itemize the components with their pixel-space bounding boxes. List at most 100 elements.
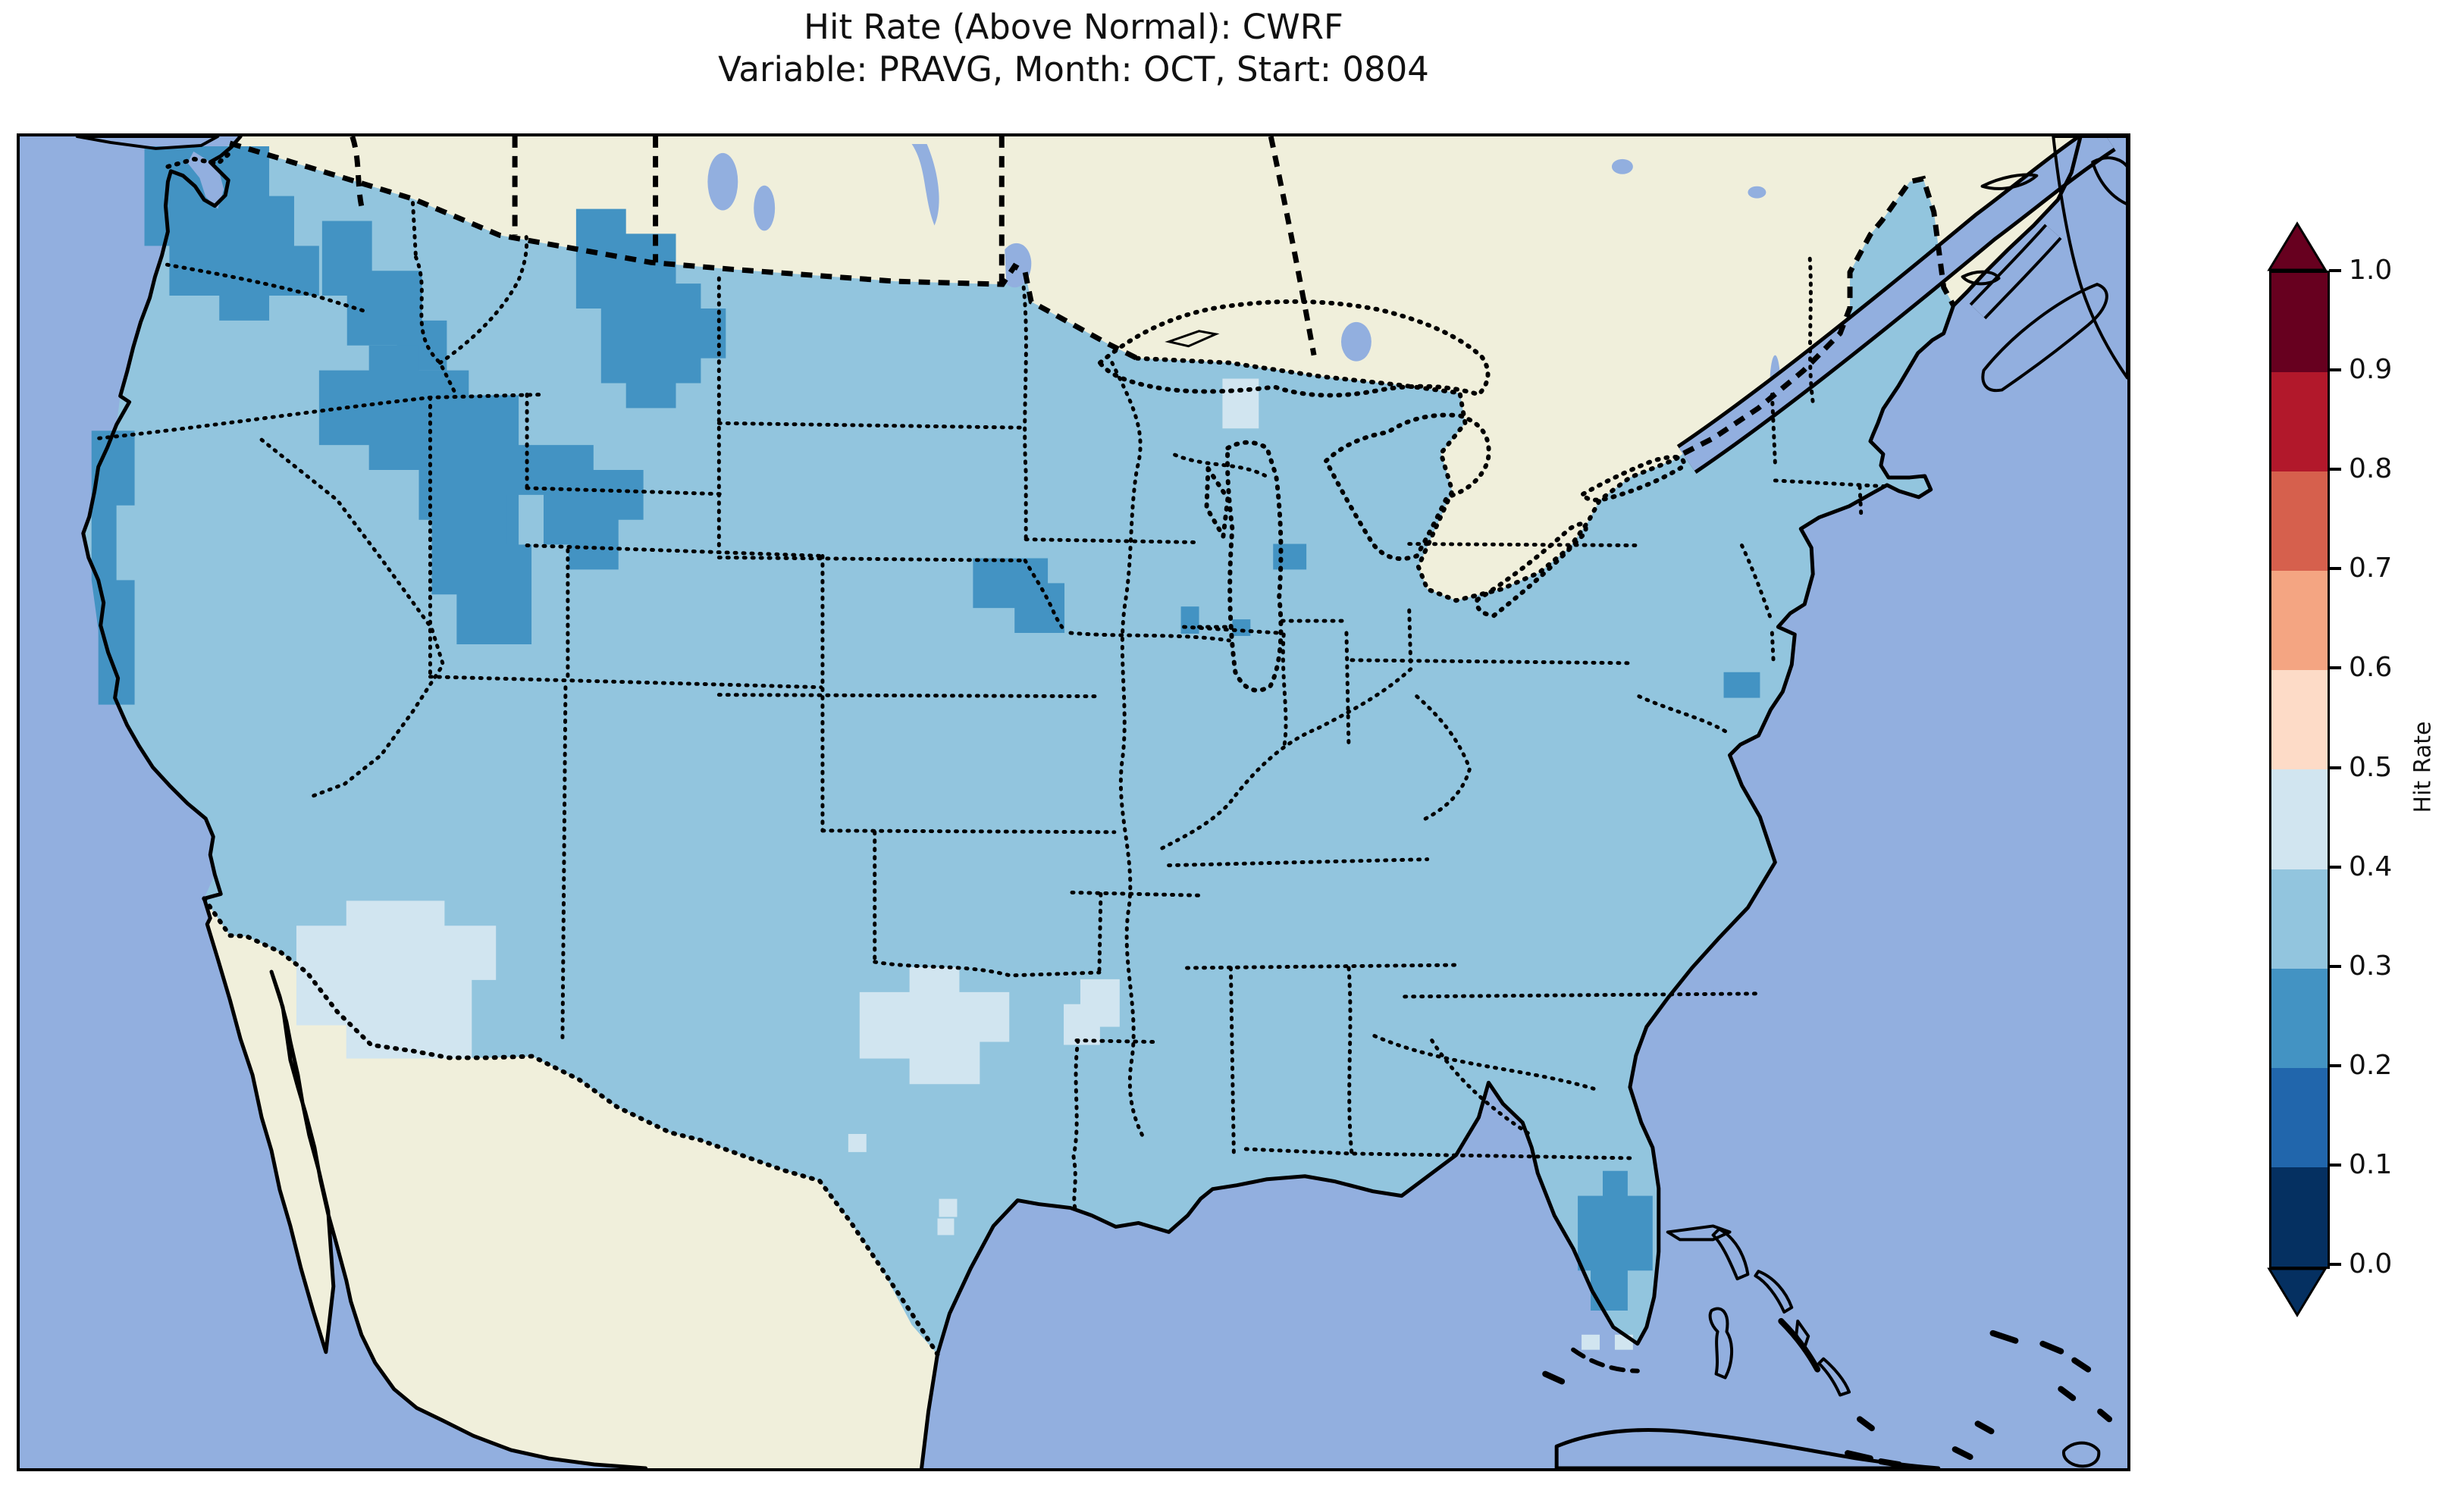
us-canada-border-east bbox=[1682, 175, 1956, 456]
abaco bbox=[1711, 1227, 1750, 1281]
patch-florida bbox=[1578, 1170, 1653, 1311]
country-borders-layer bbox=[165, 136, 1956, 1357]
islands-layer bbox=[1542, 1224, 2113, 1468]
colorbar-segment bbox=[2271, 571, 2328, 671]
colorbar-tick-mark bbox=[2329, 964, 2341, 968]
colorbar-segment bbox=[2271, 968, 2328, 1068]
patch-upper-michigan bbox=[1222, 378, 1259, 429]
andros bbox=[1708, 1307, 1734, 1380]
patch-arklatex bbox=[1064, 979, 1120, 1045]
colorbar-tick-label: 0.8 bbox=[2349, 453, 2393, 485]
patch-cell-wtexas bbox=[848, 1134, 867, 1152]
colorbar-extend-arrow-top bbox=[2267, 221, 2328, 271]
colorbar-tick-label: 0.1 bbox=[2349, 1148, 2393, 1180]
patch-washington bbox=[144, 146, 319, 321]
colorbar-segment bbox=[2271, 1167, 2328, 1267]
lake-winnipeg bbox=[911, 143, 939, 226]
lake-manitoba bbox=[707, 152, 738, 211]
colorbar-tick-mark bbox=[2329, 567, 2341, 571]
quebec-lake-1 bbox=[1611, 158, 1633, 174]
colorbar-tick-label: 0.7 bbox=[2349, 553, 2393, 584]
bay-of-fundy bbox=[1971, 226, 2060, 318]
gulf-atlantic-coast bbox=[920, 136, 2083, 1468]
colorbar-tick-mark bbox=[2329, 269, 2341, 272]
prince-edward-island bbox=[1961, 270, 2001, 286]
colorbar-tick-label: 0.3 bbox=[2349, 950, 2393, 982]
patch-chesapeake bbox=[1723, 672, 1760, 698]
colorbar-tick-mark bbox=[2329, 1263, 2341, 1266]
us-hit-rate-map bbox=[20, 136, 2127, 1468]
us-mexico-border bbox=[202, 896, 940, 1357]
vancouver-island bbox=[75, 136, 220, 150]
colorbar-segment bbox=[2271, 769, 2328, 869]
isle-royale bbox=[1165, 330, 1220, 348]
colorbar-tick-mark bbox=[2329, 1163, 2341, 1167]
coastline-layer bbox=[75, 136, 2083, 1468]
lake-michigan bbox=[1225, 440, 1284, 693]
colorbar-extend-arrow-bottom bbox=[2267, 1267, 2328, 1317]
colorbar-tick-label: 0.4 bbox=[2349, 850, 2393, 882]
patch-nebraska bbox=[973, 558, 1065, 634]
lake-huron bbox=[1323, 412, 1491, 562]
patch-indiana bbox=[1273, 543, 1307, 570]
colorbar-segment bbox=[2271, 471, 2328, 572]
title-line-1: Hit Rate (Above Normal): CWRF bbox=[804, 7, 1343, 47]
pacific-mexico-coast bbox=[81, 136, 648, 1468]
patch-iowa-edge bbox=[1232, 619, 1251, 636]
province-border-bc-ab bbox=[350, 136, 365, 207]
colorbar-tick-label: 0.6 bbox=[2349, 652, 2393, 684]
quebec-lake-2 bbox=[1748, 186, 1766, 199]
grand-bahama bbox=[1666, 1224, 1732, 1242]
patch-cell-florida-keys1 bbox=[1582, 1334, 1600, 1350]
title-line-2: Variable: PRAVG, Month: OCT, Start: 0804 bbox=[718, 49, 1429, 89]
florida-keys bbox=[1571, 1347, 1640, 1373]
colorbar-tick-mark bbox=[2329, 865, 2341, 869]
colorbar-segment bbox=[2271, 372, 2328, 472]
eleuthera bbox=[1754, 1270, 1794, 1314]
province-border-on-qc bbox=[1268, 136, 1317, 356]
lake-winnipegosis bbox=[754, 185, 776, 231]
small-islets bbox=[1542, 1317, 2113, 1468]
map-axes bbox=[17, 133, 2130, 1471]
figure-title: Hit Rate (Above Normal): CWRF Variable: … bbox=[17, 6, 2130, 91]
us-canada-border-lakes bbox=[1134, 355, 1686, 603]
newfoundland-corner bbox=[2091, 156, 2127, 206]
lake-nipigon bbox=[1340, 321, 1372, 362]
colorbar-segment bbox=[2271, 273, 2328, 373]
patch-cell-txcoast bbox=[939, 1198, 958, 1217]
us-data-layer bbox=[83, 143, 1954, 1355]
anticosti-island bbox=[1980, 173, 2039, 190]
colorbar-tick-mark bbox=[2329, 666, 2341, 670]
colorbar-tick-mark bbox=[2329, 368, 2341, 372]
patch-illinois bbox=[1180, 606, 1199, 634]
colorbar bbox=[2269, 271, 2330, 1269]
lake-erie bbox=[1475, 521, 1588, 619]
colorbar-segment bbox=[2271, 670, 2328, 770]
patch-cell-txcoast2 bbox=[937, 1218, 955, 1236]
lake-ontario bbox=[1580, 454, 1686, 503]
great-inagua bbox=[2062, 1441, 2101, 1468]
lake-superior bbox=[1096, 299, 1491, 398]
colorbar-tick-label: 0.2 bbox=[2349, 1049, 2393, 1081]
colorbar-tick-label: 1.0 bbox=[2349, 255, 2393, 286]
colorbar-tick-mark bbox=[2329, 766, 2341, 769]
colorbar-tick-label: 0.5 bbox=[2349, 751, 2393, 783]
colorbar-axis-label: Hit Rate bbox=[2409, 721, 2437, 813]
nova-scotia bbox=[1981, 283, 2108, 393]
colorbar-tick-label: 0.0 bbox=[2349, 1248, 2393, 1279]
long-island-bahamas bbox=[1817, 1357, 1851, 1397]
colorbar-tick-label: 0.9 bbox=[2349, 354, 2393, 386]
patch-wa-id-band bbox=[321, 221, 447, 371]
colorbar-tick-mark bbox=[2329, 468, 2341, 471]
green-bay bbox=[1204, 461, 1230, 543]
patch-montana-band bbox=[575, 208, 726, 409]
patch-north-texas bbox=[859, 967, 1010, 1085]
northeast-water-layer bbox=[1676, 136, 2127, 475]
colorbar-tick-mark bbox=[2329, 1063, 2341, 1067]
juan-de-fuca-border bbox=[165, 150, 233, 169]
us-canada-border-west bbox=[229, 140, 1139, 361]
state-borders-layer bbox=[97, 201, 1891, 1211]
colorbar-segment bbox=[2271, 869, 2328, 969]
patch-utah-wyoming bbox=[544, 445, 644, 570]
colorbar-segment bbox=[2271, 1067, 2328, 1167]
